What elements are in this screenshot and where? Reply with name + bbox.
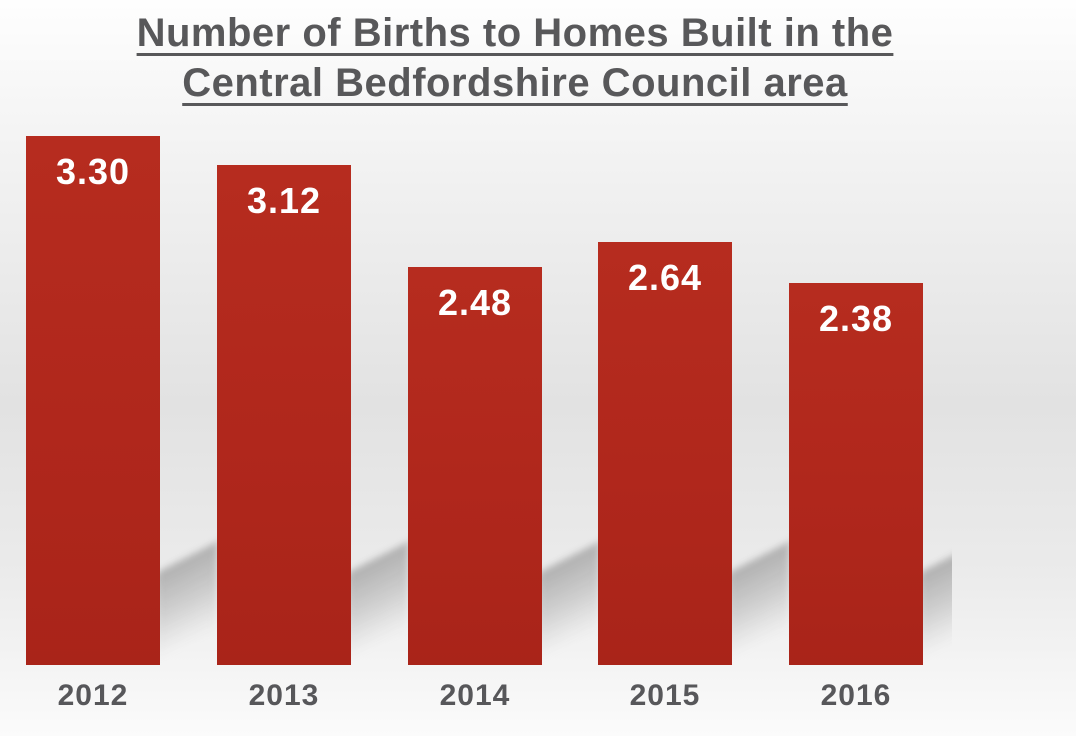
bar-value-label: 3.30 xyxy=(55,151,131,192)
bar-shadow xyxy=(728,541,790,661)
bar-shadow xyxy=(919,541,952,661)
chart-title: Number of Births to Homes Built in the C… xyxy=(0,8,1030,108)
x-axis-label-2013: 2013 xyxy=(248,679,320,712)
bar-2014: 2.48 xyxy=(408,267,542,665)
chart-title-line-2: Central Bedfordshire Council area xyxy=(182,61,848,105)
bar-shadow xyxy=(347,541,409,661)
bar-value-label: 2.38 xyxy=(818,298,894,339)
bar-shadow xyxy=(538,541,600,661)
x-axis-labels: 2012 2013 2014 2015 2016 xyxy=(0,679,952,719)
bar-2015: 2.64 xyxy=(598,242,732,665)
x-axis-label-2015: 2015 xyxy=(629,679,701,712)
x-axis-label-2016: 2016 xyxy=(820,679,892,712)
bar-value-label: 2.48 xyxy=(437,282,513,323)
x-axis-label-2014: 2014 xyxy=(439,679,511,712)
bar-value-label: 3.12 xyxy=(246,180,322,221)
bar-2012: 3.30 xyxy=(26,136,160,665)
plot-area: 3.30 3.12 2.48 2.64 2.38 xyxy=(0,100,952,665)
chart-title-line-1: Number of Births to Homes Built in the xyxy=(136,11,894,55)
bar-2013: 3.12 xyxy=(217,165,351,665)
bar-shadow xyxy=(156,541,218,661)
x-axis-label-2012: 2012 xyxy=(57,679,129,712)
bar-value-label: 2.64 xyxy=(627,257,703,298)
bar-2016: 2.38 xyxy=(789,283,923,665)
